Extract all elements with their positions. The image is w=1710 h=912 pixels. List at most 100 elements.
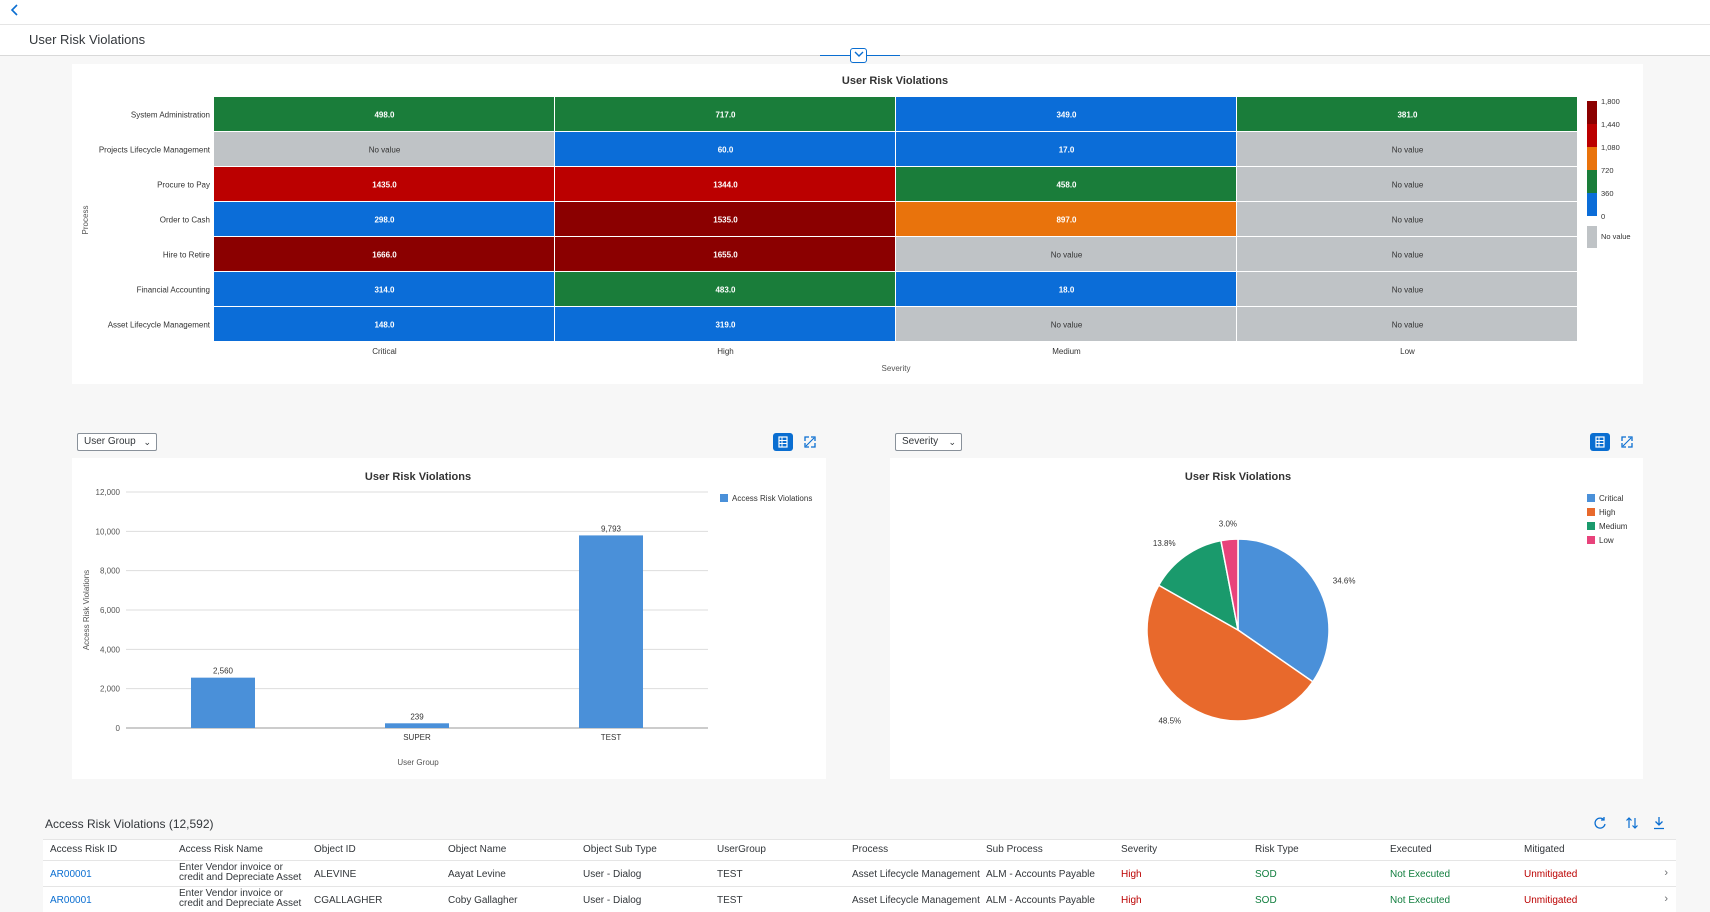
bar-chart-y-tick: 12,000 — [96, 488, 121, 497]
heatmap-cell-label: 319.0 — [715, 321, 736, 330]
user-group: TEST — [717, 895, 743, 906]
heatmap-legend-tick: 0 — [1601, 212, 1605, 221]
collapse-header-button[interactable] — [850, 48, 867, 63]
pie-slice — [1146, 584, 1314, 722]
pie-legend-label: Critical — [1599, 494, 1624, 503]
refresh-button[interactable] — [1591, 816, 1609, 834]
bar-category-label: SUPER — [403, 733, 431, 742]
heatmap-legend-no-value-label: No value — [1601, 232, 1631, 241]
executed-status: Not Executed — [1390, 869, 1451, 880]
heatmap-cell — [555, 237, 895, 271]
pie-value-label: 34.6% — [1333, 576, 1356, 585]
pie-slice — [1237, 538, 1330, 683]
severity-dropdown-label: Severity — [902, 436, 939, 447]
column-header[interactable]: Object Name — [448, 844, 507, 855]
pie-value-label: 3.0% — [1219, 519, 1237, 528]
heatmap-legend-swatch — [1587, 101, 1597, 124]
heatmap-cell — [555, 272, 895, 306]
heatmap-x-axis-title: Severity — [882, 364, 911, 373]
bar — [191, 677, 255, 728]
heatmap-card: User Risk Violations Process Severity Syste… — [72, 64, 1643, 384]
pie-slice — [1157, 539, 1240, 632]
column-header[interactable]: Object Sub Type — [583, 844, 657, 855]
table-row[interactable]: AR00001 Enter Vendor invoice or credit a… — [43, 887, 1676, 912]
chevron-left-icon — [10, 4, 18, 16]
heatmap-chart: User Risk Violations Process Severity Syste… — [81, 75, 1631, 373]
heatmap-row-label: Projects Lifecycle Management — [99, 146, 211, 155]
heatmap-column-label: Low — [1400, 347, 1415, 356]
heatmap-cell — [214, 132, 554, 166]
bar — [579, 535, 643, 728]
heatmap-cell-label: 148.0 — [374, 321, 395, 330]
bar-chart-y-tick: 2,000 — [100, 685, 121, 694]
heatmap-legend-tick: 360 — [1601, 189, 1614, 198]
heatmap-cell-label: 897.0 — [1056, 216, 1077, 225]
chevron-right-icon: › — [1664, 893, 1668, 905]
heatmap-cell-label: 498.0 — [374, 111, 395, 120]
pie-slice — [1220, 538, 1239, 631]
heatmap-legend-tick: 720 — [1601, 166, 1614, 175]
heatmap-cell — [896, 202, 1236, 236]
heatmap-cell — [1237, 307, 1577, 341]
user-group-dropdown-label: User Group — [84, 436, 136, 447]
table-view-button[interactable] — [1590, 433, 1610, 451]
sub-process: ALM - Accounts Payable — [986, 895, 1095, 906]
user-group-dropdown[interactable]: User Group ⌄ — [77, 433, 157, 451]
access-risk-name: Enter Vendor invoice or credit and Depre… — [179, 862, 302, 883]
column-header[interactable]: Object ID — [314, 844, 356, 855]
column-header[interactable]: UserGroup — [717, 844, 766, 855]
bar-chart-x-axis-title: User Group — [397, 758, 439, 767]
heatmap-legend-swatch — [1587, 193, 1597, 216]
table-header: Access Risk ID Access Risk Name Object I… — [43, 839, 1676, 861]
column-header[interactable]: Sub Process — [986, 844, 1043, 855]
executed-status: Not Executed — [1390, 895, 1451, 906]
heatmap-legend-swatch — [1587, 147, 1597, 170]
heatmap-column-label: High — [717, 347, 733, 356]
heatmap-cell — [555, 307, 895, 341]
heatmap-cell-label: No value — [1392, 146, 1424, 155]
object-sub-type: User - Dialog — [583, 869, 642, 880]
heatmap-cell — [896, 97, 1236, 131]
heatmap-cell — [1237, 272, 1577, 306]
heatmap-cell — [896, 237, 1236, 271]
heatmap-cell-label: 1655.0 — [713, 251, 738, 260]
heatmap-cell-label: 298.0 — [374, 216, 395, 225]
column-header[interactable]: Access Risk Name — [179, 844, 263, 855]
heatmap-cell — [896, 272, 1236, 306]
chevron-down-icon — [854, 51, 863, 57]
sort-icon — [1626, 817, 1638, 829]
heatmap-cell-label: No value — [1392, 216, 1424, 225]
access-risk-id-link[interactable]: AR00001 — [50, 895, 92, 906]
heatmap-cell-label: No value — [1392, 181, 1424, 190]
heatmap-cell-label: 1666.0 — [372, 251, 397, 260]
fullscreen-button[interactable] — [800, 433, 820, 451]
heatmap-cell-label: 458.0 — [1056, 181, 1077, 190]
heatmap-cell — [896, 167, 1236, 201]
severity-dropdown[interactable]: Severity ⌄ — [895, 433, 962, 451]
back-button[interactable] — [6, 3, 24, 21]
heatmap-cell-label: No value — [1392, 286, 1424, 295]
table-row[interactable]: AR00001 Enter Vendor invoice or credit a… — [43, 861, 1676, 887]
column-header[interactable]: Executed — [1390, 844, 1432, 855]
table-view-button[interactable] — [773, 433, 793, 451]
column-header[interactable]: Access Risk ID — [50, 844, 118, 855]
heatmap-cell — [555, 97, 895, 131]
column-header[interactable]: Mitigated — [1524, 844, 1565, 855]
bar — [385, 723, 449, 728]
fullscreen-icon — [1621, 436, 1633, 448]
pie-value-label: 48.5% — [1158, 717, 1181, 726]
pie-legend-swatch — [1587, 508, 1595, 516]
sort-button[interactable] — [1623, 816, 1641, 834]
pie-chart: User Risk Violations 34.6% 48.5% 13.8% 3.0% C… — [1146, 471, 1628, 726]
chevron-down-icon: ⌄ — [948, 437, 956, 447]
column-header[interactable]: Risk Type — [1255, 844, 1299, 855]
download-button[interactable] — [1650, 816, 1668, 834]
access-risk-id-link[interactable]: AR00001 — [50, 869, 92, 880]
fullscreen-button[interactable] — [1617, 433, 1637, 451]
column-header[interactable]: Severity — [1121, 844, 1158, 855]
heatmap-cell-label: 18.0 — [1059, 286, 1075, 295]
heatmap-legend-swatch-no-value — [1587, 226, 1597, 248]
column-header[interactable]: Process — [852, 844, 889, 855]
bar-value-label: 2,560 — [213, 667, 234, 676]
heatmap-cell — [555, 202, 895, 236]
